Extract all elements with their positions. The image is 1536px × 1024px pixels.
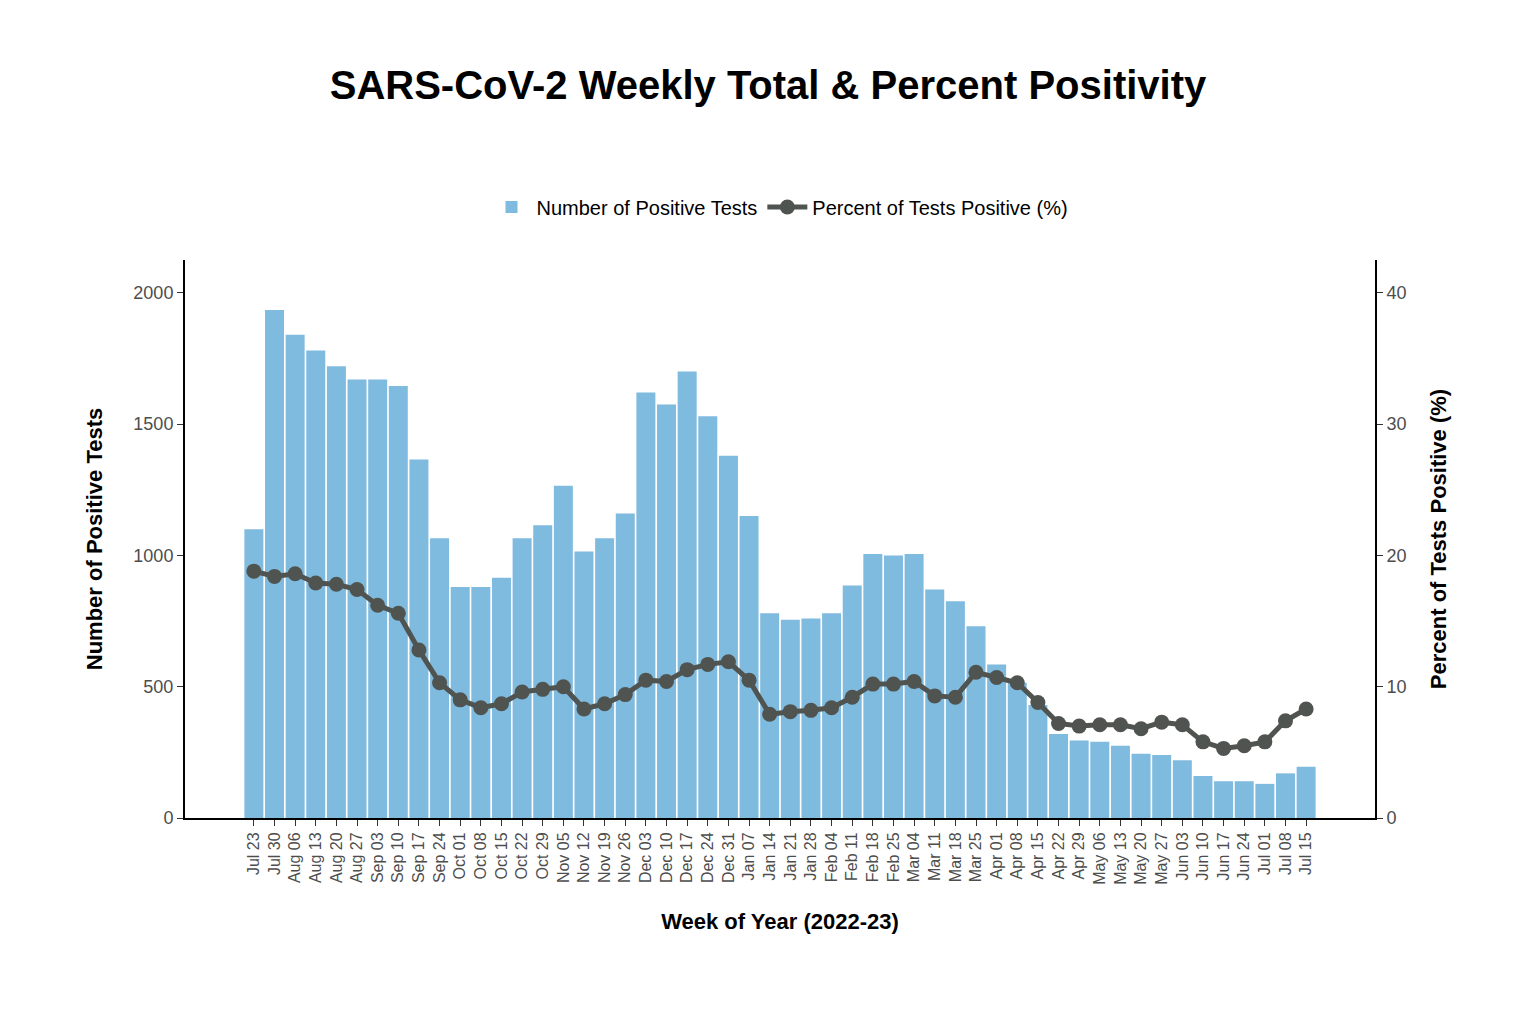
- svg-text:Apr 29: Apr 29: [1070, 832, 1087, 879]
- svg-text:Jan 21: Jan 21: [782, 832, 799, 880]
- svg-text:Oct 22: Oct 22: [513, 832, 530, 879]
- svg-text:Jul 01: Jul 01: [1256, 832, 1273, 875]
- svg-text:Percent of Tests Positive (%): Percent of Tests Positive (%): [812, 197, 1067, 219]
- svg-text:Jul 15: Jul 15: [1297, 832, 1314, 875]
- svg-text:SARS-CoV-2 Weekly Total & Perc: SARS-CoV-2 Weekly Total & Percent Positi…: [330, 63, 1207, 107]
- svg-text:May 06: May 06: [1091, 832, 1108, 885]
- svg-text:May 20: May 20: [1132, 832, 1149, 885]
- svg-text:Dec 03: Dec 03: [637, 832, 654, 883]
- svg-text:Week of Year (2022-23): Week of Year (2022-23): [661, 909, 899, 934]
- svg-text:Feb 04: Feb 04: [823, 832, 840, 882]
- svg-text:Feb 18: Feb 18: [864, 832, 881, 882]
- svg-text:Mar 25: Mar 25: [967, 832, 984, 882]
- svg-text:0: 0: [163, 808, 173, 828]
- svg-text:Nov 26: Nov 26: [616, 832, 633, 883]
- svg-text:Oct 01: Oct 01: [451, 832, 468, 879]
- svg-text:Apr 22: Apr 22: [1050, 832, 1067, 879]
- svg-text:Mar 11: Mar 11: [926, 832, 943, 881]
- svg-text:Jul 30: Jul 30: [266, 832, 283, 875]
- svg-text:Jun 10: Jun 10: [1194, 832, 1211, 880]
- svg-text:Apr 08: Apr 08: [1008, 832, 1025, 879]
- svg-text:0: 0: [1387, 808, 1397, 828]
- svg-text:10: 10: [1387, 677, 1407, 697]
- svg-text:Aug 06: Aug 06: [286, 832, 303, 883]
- svg-text:Jun 24: Jun 24: [1235, 832, 1252, 880]
- svg-text:Percent of Tests Positive (%): Percent of Tests Positive (%): [1426, 389, 1451, 689]
- svg-text:500: 500: [143, 677, 173, 697]
- svg-text:Oct 08: Oct 08: [472, 832, 489, 879]
- svg-text:1500: 1500: [133, 414, 173, 434]
- svg-text:Sep 24: Sep 24: [431, 832, 448, 883]
- svg-text:Dec 31: Dec 31: [720, 832, 737, 883]
- svg-text:Feb 11: Feb 11: [843, 832, 860, 881]
- svg-text:20: 20: [1387, 546, 1407, 566]
- svg-text:Nov 05: Nov 05: [555, 832, 572, 883]
- svg-text:Jan 07: Jan 07: [740, 832, 757, 880]
- svg-text:Number of Positive Tests: Number of Positive Tests: [82, 408, 107, 670]
- svg-text:Dec 24: Dec 24: [699, 832, 716, 883]
- svg-text:Jan 28: Jan 28: [802, 832, 819, 880]
- svg-text:Jul 23: Jul 23: [245, 832, 262, 875]
- svg-text:Apr 15: Apr 15: [1029, 832, 1046, 879]
- svg-text:30: 30: [1387, 414, 1407, 434]
- svg-text:Sep 10: Sep 10: [390, 832, 407, 883]
- svg-text:Sep 17: Sep 17: [410, 832, 427, 883]
- svg-text:2000: 2000: [133, 283, 173, 303]
- svg-text:Dec 10: Dec 10: [658, 832, 675, 883]
- svg-text:Jan 14: Jan 14: [761, 832, 778, 880]
- svg-text:May 27: May 27: [1153, 832, 1170, 885]
- svg-text:Sep 03: Sep 03: [369, 832, 386, 883]
- svg-text:Jul 08: Jul 08: [1277, 832, 1294, 875]
- svg-text:May 13: May 13: [1112, 832, 1129, 885]
- svg-text:Aug 27: Aug 27: [348, 832, 365, 883]
- svg-text:Mar 18: Mar 18: [947, 832, 964, 882]
- svg-text:Nov 19: Nov 19: [596, 832, 613, 883]
- svg-text:Jun 03: Jun 03: [1174, 832, 1191, 880]
- svg-text:1000: 1000: [133, 546, 173, 566]
- svg-text:Mar 04: Mar 04: [905, 832, 922, 882]
- svg-text:Oct 15: Oct 15: [493, 832, 510, 879]
- svg-text:Jun 17: Jun 17: [1215, 832, 1232, 880]
- svg-text:Number of Positive Tests: Number of Positive Tests: [537, 197, 758, 219]
- svg-text:40: 40: [1387, 283, 1407, 303]
- svg-text:Nov 12: Nov 12: [575, 832, 592, 883]
- svg-text:Oct 29: Oct 29: [534, 832, 551, 879]
- svg-text:Aug 13: Aug 13: [307, 832, 324, 883]
- svg-text:Feb 25: Feb 25: [885, 832, 902, 882]
- svg-text:Aug 20: Aug 20: [328, 832, 345, 883]
- svg-text:Apr 01: Apr 01: [988, 832, 1005, 879]
- svg-text:Dec 17: Dec 17: [678, 832, 695, 883]
